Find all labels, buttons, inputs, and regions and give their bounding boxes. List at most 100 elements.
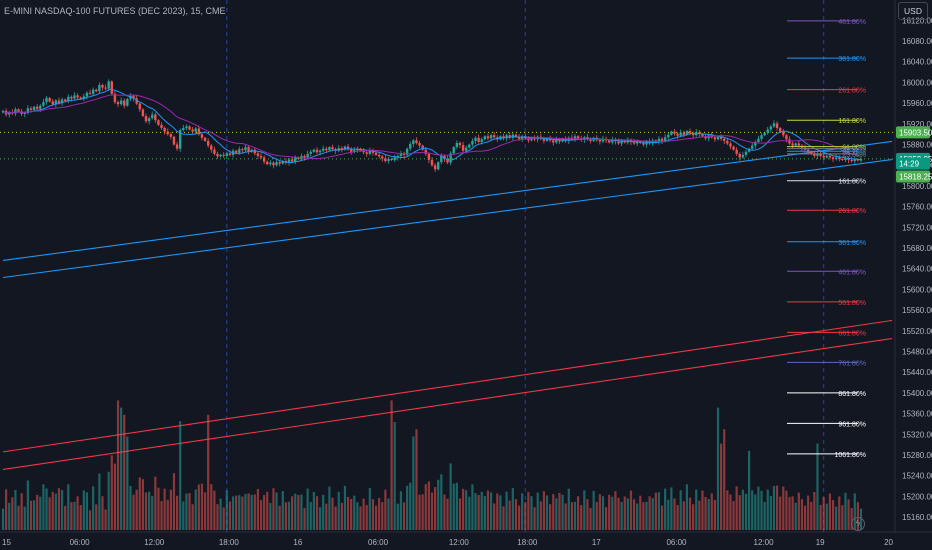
- candle-body: [635, 141, 639, 144]
- volume-bar: [461, 488, 465, 530]
- volume-bar: [191, 504, 194, 530]
- candle-body: [517, 136, 521, 139]
- lightning-icon[interactable]: ϟ: [851, 517, 865, 531]
- candle-body: [45, 97, 48, 103]
- candle-body: [468, 144, 471, 148]
- candle-body: [573, 136, 577, 140]
- candle-body: [794, 143, 797, 146]
- x-tick-label: 17: [592, 538, 601, 547]
- volume-bar: [452, 483, 455, 530]
- candle-body: [29, 108, 33, 110]
- candle-body: [719, 136, 723, 139]
- volume-bar: [449, 463, 452, 530]
- volume-bar: [480, 491, 483, 530]
- candle-body: [194, 128, 197, 132]
- volume-bar: [418, 494, 421, 530]
- volume-bar: [29, 500, 33, 530]
- volume-bar: [769, 496, 772, 530]
- volume-bar: [291, 496, 294, 530]
- y-tick-label: 15600.00: [902, 285, 932, 294]
- volume-bar: [813, 491, 816, 530]
- candle-body: [101, 85, 104, 88]
- candle-body: [129, 95, 132, 99]
- volume-bar: [185, 493, 188, 530]
- volume-bar: [259, 500, 263, 530]
- volume-bar: [751, 490, 754, 530]
- candle-body: [297, 157, 300, 160]
- candle-body: [172, 136, 176, 145]
- volume-bar: [263, 495, 266, 530]
- volume-bar: [660, 505, 664, 530]
- volume-bar: [151, 495, 154, 530]
- y-tick-label: 15320.00: [902, 430, 932, 439]
- candle-body: [17, 109, 20, 112]
- x-tick-label: 19: [816, 538, 825, 547]
- candle-body: [819, 153, 822, 156]
- candle-body: [266, 161, 269, 165]
- y-tick-label: 15400.00: [902, 389, 932, 398]
- candle-body: [185, 126, 188, 128]
- candle-body: [325, 148, 328, 151]
- candle-body: [203, 137, 207, 141]
- x-tick-label: 06:00: [70, 538, 91, 547]
- volume-bar: [141, 479, 144, 530]
- candle-body: [598, 139, 602, 142]
- volume-bar: [763, 501, 766, 530]
- volume-bar: [328, 486, 331, 530]
- volume-bar: [667, 499, 670, 530]
- candle-body: [716, 136, 720, 140]
- candle-body: [741, 154, 745, 158]
- volume-bar: [819, 504, 822, 530]
- candle-body: [464, 147, 468, 151]
- volume-bar: [800, 499, 804, 530]
- candle-body: [844, 158, 847, 161]
- candle-body: [732, 146, 735, 150]
- volume-bar: [657, 492, 661, 530]
- volume-bar: [337, 491, 340, 530]
- volume-bar: [415, 429, 418, 530]
- candle-body: [340, 148, 344, 150]
- volume-bar: [343, 485, 347, 530]
- volume-bar: [110, 455, 113, 530]
- candle-body: [60, 99, 64, 104]
- candle-body: [642, 142, 645, 145]
- candle-body: [607, 140, 611, 143]
- volume-bar: [561, 494, 564, 530]
- candle-body: [729, 143, 732, 147]
- volume-bar: [219, 498, 222, 530]
- volume-bar: [356, 502, 359, 530]
- candle-body: [853, 159, 856, 162]
- candle-body: [216, 153, 219, 157]
- fib-level-label: 50.00%: [842, 147, 866, 154]
- volume-bar: [639, 495, 642, 530]
- volume-bar: [169, 489, 172, 530]
- volume-bar: [284, 502, 287, 530]
- volume-bar: [182, 501, 185, 530]
- candle-body: [147, 118, 151, 122]
- candle-body: [166, 131, 169, 135]
- candle-body: [527, 138, 530, 141]
- fib-level-label: 38.20%: [842, 149, 866, 156]
- volume-bar: [92, 486, 95, 530]
- volume-bar: [648, 496, 651, 530]
- volume-bar: [430, 492, 434, 530]
- volume-bar: [716, 407, 720, 530]
- candle-body: [73, 95, 76, 99]
- volume-bar: [604, 507, 608, 530]
- volume-bar: [592, 490, 595, 530]
- volume-bar: [434, 487, 437, 530]
- y-tick-label: 15200.00: [902, 492, 932, 501]
- currency-button[interactable]: USD: [898, 2, 928, 20]
- volume-bar: [1, 508, 5, 530]
- candle-body: [691, 133, 695, 136]
- fib-level-label: 1061.80%: [834, 452, 866, 459]
- volume-bar: [5, 489, 8, 530]
- volume-bar: [175, 495, 179, 530]
- candle-body: [760, 135, 763, 139]
- volume-bar: [539, 501, 542, 530]
- candle-body: [657, 138, 661, 143]
- candle-body: [67, 96, 70, 102]
- x-tick-label: 18:00: [219, 538, 240, 547]
- volume-bar: [163, 488, 166, 530]
